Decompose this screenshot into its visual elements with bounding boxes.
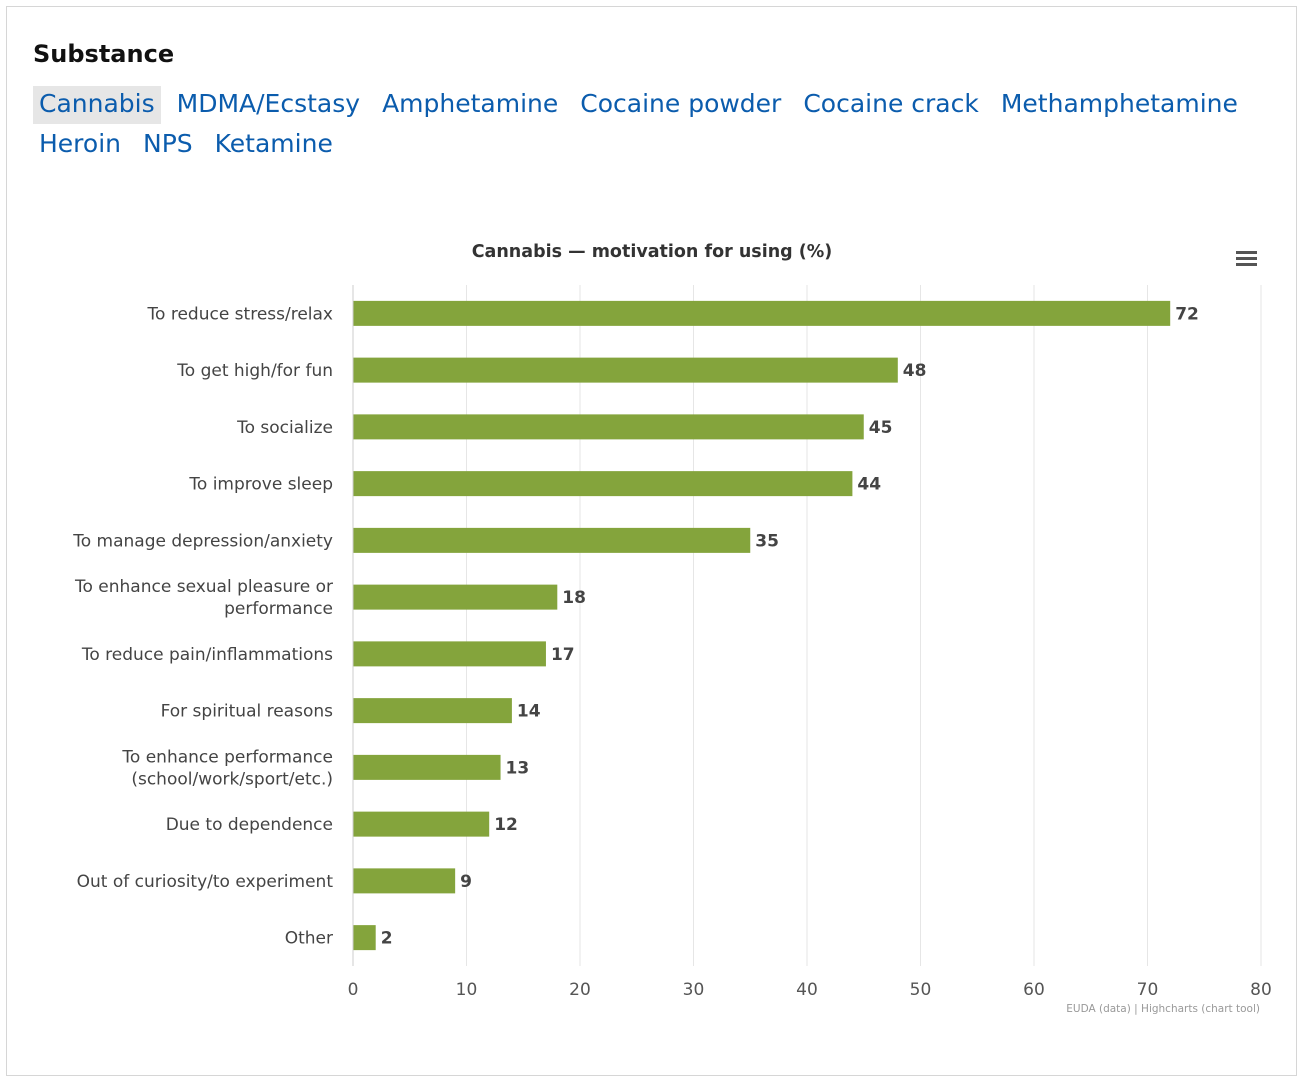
chart-credits[interactable]: EUDA (data) | Highcharts (chart tool) — [1066, 1003, 1260, 1015]
bar[interactable] — [353, 414, 864, 440]
category-label: To get high/for fun — [176, 361, 333, 381]
chart-bars: 72 48 45 44 35 18 17 14 13 12 9 2 — [353, 300, 1199, 951]
category-label: Due to dependence — [166, 815, 333, 835]
bar-value-label: 14 — [517, 702, 541, 722]
category-label: To enhance performance — [121, 747, 333, 767]
bar[interactable] — [353, 300, 1171, 326]
tab-cocaine-powder[interactable]: Cocaine powder — [580, 89, 782, 118]
x-tick-label: 70 — [1137, 980, 1159, 1000]
category-label: To improve sleep — [188, 475, 333, 495]
category-label: To manage depression/anxiety — [72, 531, 333, 551]
substance-heading: Substance — [33, 40, 175, 68]
category-label: Other — [285, 929, 333, 949]
bar-value-label: 18 — [562, 588, 586, 608]
bar-value-label: 17 — [551, 645, 575, 665]
category-label: To enhance sexual pleasure or — [74, 577, 333, 597]
tab-methamphetamine[interactable]: Methamphetamine — [1000, 89, 1238, 118]
category-label: Out of curiosity/to experiment — [77, 872, 334, 892]
bar-value-label: 13 — [506, 758, 530, 778]
bar-value-label: 35 — [755, 531, 779, 551]
bar[interactable] — [353, 811, 490, 837]
tab-mdma-ecstasy[interactable]: MDMA/Ecstasy — [176, 89, 361, 118]
bar[interactable] — [353, 641, 546, 667]
x-tick-label: 80 — [1250, 980, 1272, 1000]
category-label: (school/work/sport/etc.) — [131, 769, 333, 789]
hamburger-menu-icon[interactable] — [1230, 244, 1262, 272]
chart-gridlines — [352, 285, 1262, 966]
category-label: To reduce pain/inflammations — [81, 645, 333, 665]
substance-tabs: Cannabis MDMA/Ecstasy Amphetamine Cocaine p… — [33, 86, 1273, 162]
tab-amphetamine[interactable]: Amphetamine — [382, 89, 559, 118]
x-tick-label: 0 — [348, 980, 359, 1000]
x-tick-label: 20 — [569, 980, 591, 1000]
tab-heroin[interactable]: Heroin — [39, 129, 121, 158]
bar-value-label: 44 — [857, 475, 881, 495]
bar-value-label: 12 — [494, 815, 518, 835]
category-label: To socialize — [236, 418, 333, 438]
bar[interactable] — [353, 925, 376, 951]
bar-value-label: 9 — [460, 872, 472, 892]
chart-title: Cannabis — motivation for using (%) — [472, 242, 833, 262]
bar[interactable] — [353, 868, 456, 894]
x-axis-ticks: 0 10 20 30 40 50 60 70 80 — [348, 980, 1272, 1000]
category-label: performance — [224, 599, 333, 619]
bar[interactable] — [353, 471, 853, 497]
category-label: For spiritual reasons — [161, 702, 334, 722]
x-tick-label: 10 — [456, 980, 478, 1000]
bar-value-label: 48 — [903, 361, 927, 381]
bar-value-label: 72 — [1175, 304, 1199, 324]
bar[interactable] — [353, 584, 558, 610]
x-tick-label: 40 — [796, 980, 818, 1000]
bar-value-label: 45 — [869, 418, 893, 438]
tab-cannabis[interactable]: Cannabis — [33, 86, 161, 124]
bar[interactable] — [353, 357, 898, 383]
bar-value-label: 2 — [381, 929, 393, 949]
category-label: To reduce stress/relax — [147, 304, 333, 324]
tab-cocaine-crack[interactable]: Cocaine crack — [803, 89, 979, 118]
category-labels: To reduce stress/relax To get high/for fu… — [72, 304, 333, 948]
tab-nps[interactable]: NPS — [143, 129, 193, 158]
x-tick-label: 30 — [683, 980, 705, 1000]
bar[interactable] — [353, 698, 512, 724]
bar[interactable] — [353, 754, 501, 780]
x-tick-label: 50 — [910, 980, 932, 1000]
x-tick-label: 60 — [1023, 980, 1045, 1000]
tab-ketamine[interactable]: Ketamine — [214, 129, 333, 158]
bar[interactable] — [353, 527, 751, 553]
